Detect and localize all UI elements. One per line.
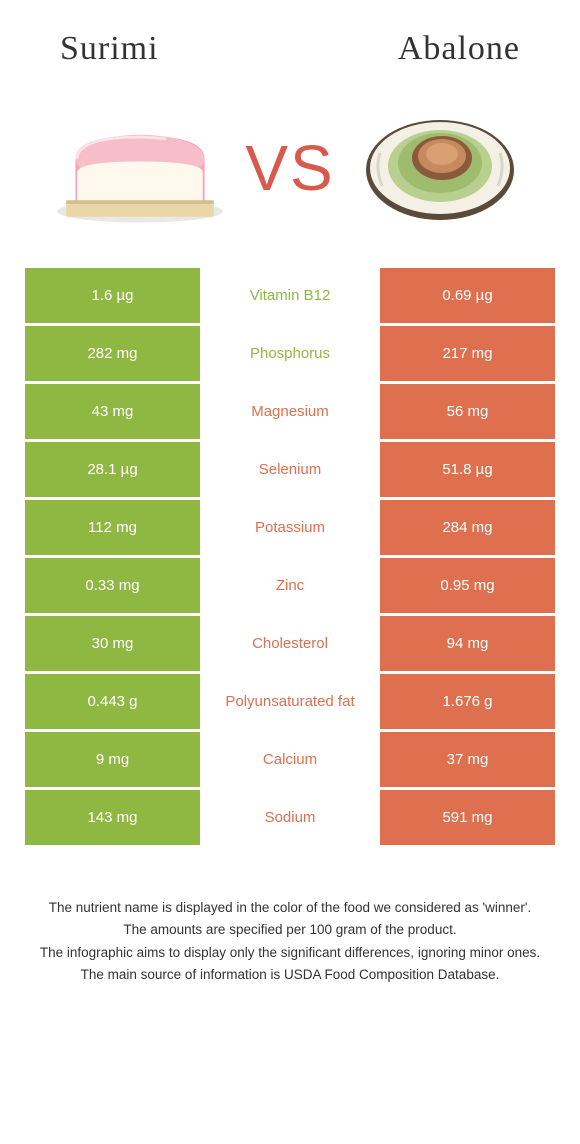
left-value: 282 mg [25,326,200,381]
table-row: 282 mgPhosphorus217 mg [25,326,555,381]
nutrient-label: Vitamin B12 [200,268,380,323]
table-row: 112 mgPotassium284 mg [25,500,555,555]
footnote-line: The amounts are specified per 100 gram o… [15,920,565,940]
right-value: 217 mg [380,326,555,381]
table-row: 43 mgMagnesium56 mg [25,384,555,439]
right-value: 37 mg [380,732,555,787]
table-row: 0.33 mgZinc0.95 mg [25,558,555,613]
table-row: 0.443 gPolyunsaturated fat1.676 g [25,674,555,729]
left-value: 143 mg [25,790,200,845]
left-value: 30 mg [25,616,200,671]
left-value: 43 mg [25,384,200,439]
right-value: 591 mg [380,790,555,845]
right-value: 94 mg [380,616,555,671]
nutrient-label: Selenium [200,442,380,497]
left-value: 0.33 mg [25,558,200,613]
abalone-image [340,98,540,238]
nutrient-label: Sodium [200,790,380,845]
nutrient-label: Magnesium [200,384,380,439]
left-value: 0.443 g [25,674,200,729]
table-row: 143 mgSodium591 mg [25,790,555,845]
right-value: 0.95 mg [380,558,555,613]
nutrient-table: 1.6 µgVitamin B120.69 µg282 mgPhosphorus… [0,268,580,845]
nutrient-label: Phosphorus [200,326,380,381]
table-row: 1.6 µgVitamin B120.69 µg [25,268,555,323]
table-row: 30 mgCholesterol94 mg [25,616,555,671]
left-food-title: Surimi [60,30,159,68]
hero-row: VS [0,88,580,268]
right-value: 0.69 µg [380,268,555,323]
right-food-title: Abalone [398,30,520,68]
left-value: 9 mg [25,732,200,787]
right-value: 56 mg [380,384,555,439]
left-value: 1.6 µg [25,268,200,323]
right-value: 1.676 g [380,674,555,729]
nutrient-label: Zinc [200,558,380,613]
nutrient-label: Potassium [200,500,380,555]
right-value: 284 mg [380,500,555,555]
surimi-image [40,98,240,238]
nutrient-label: Cholesterol [200,616,380,671]
left-value: 112 mg [25,500,200,555]
table-row: 9 mgCalcium37 mg [25,732,555,787]
footnote-line: The main source of information is USDA F… [15,965,565,985]
footnotes: The nutrient name is displayed in the co… [0,848,580,985]
footnote-line: The nutrient name is displayed in the co… [15,898,565,918]
right-value: 51.8 µg [380,442,555,497]
vs-text: VS [245,131,334,205]
nutrient-label: Polyunsaturated fat [200,674,380,729]
footnote-line: The infographic aims to display only the… [15,943,565,963]
header: Surimi Abalone [0,0,580,88]
left-value: 28.1 µg [25,442,200,497]
nutrient-label: Calcium [200,732,380,787]
table-row: 28.1 µgSelenium51.8 µg [25,442,555,497]
